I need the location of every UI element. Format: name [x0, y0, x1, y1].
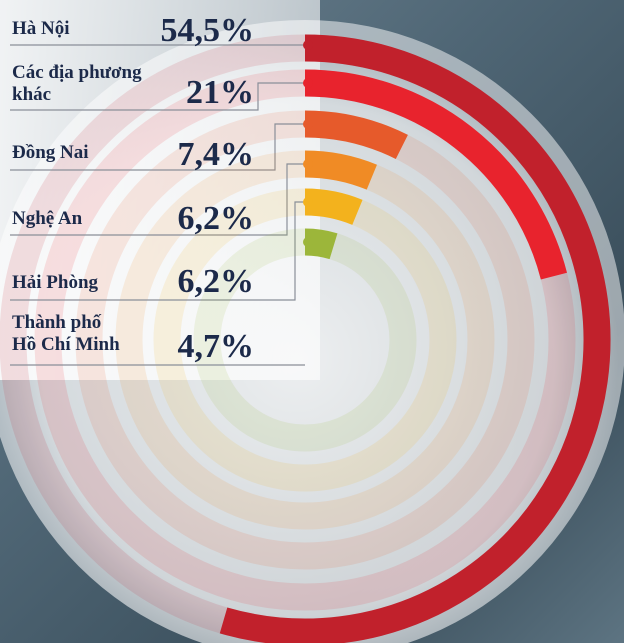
value-label: 54,5% — [161, 14, 255, 48]
category-label: Các địa phương khác — [12, 62, 172, 106]
infographic: Hà Nội54,5% Các địa phương khác 21% Đồng Na… — [0, 0, 624, 643]
category-label: Đồng Nai — [12, 142, 172, 164]
leader-dot — [303, 78, 313, 88]
arc-bar — [305, 202, 357, 212]
leader-dot — [303, 197, 313, 207]
value-label: 7,4% — [178, 138, 255, 172]
value-label: 4,7% — [178, 330, 255, 364]
arc-bar — [305, 164, 372, 177]
leader-dot — [303, 40, 313, 50]
category-label: Hải Phòng — [12, 272, 172, 294]
value-label: 21% — [186, 76, 254, 110]
category-label: Thành phố Hồ Chí Minh — [12, 312, 172, 356]
leader-dot — [303, 237, 313, 247]
category-label: Hà Nội — [12, 18, 172, 40]
category-label: Nghệ An — [12, 208, 172, 230]
value-label: 6,2% — [178, 202, 255, 236]
leader-dot — [303, 159, 313, 169]
value-label: 6,2% — [178, 265, 255, 299]
leader-dot — [303, 119, 313, 129]
